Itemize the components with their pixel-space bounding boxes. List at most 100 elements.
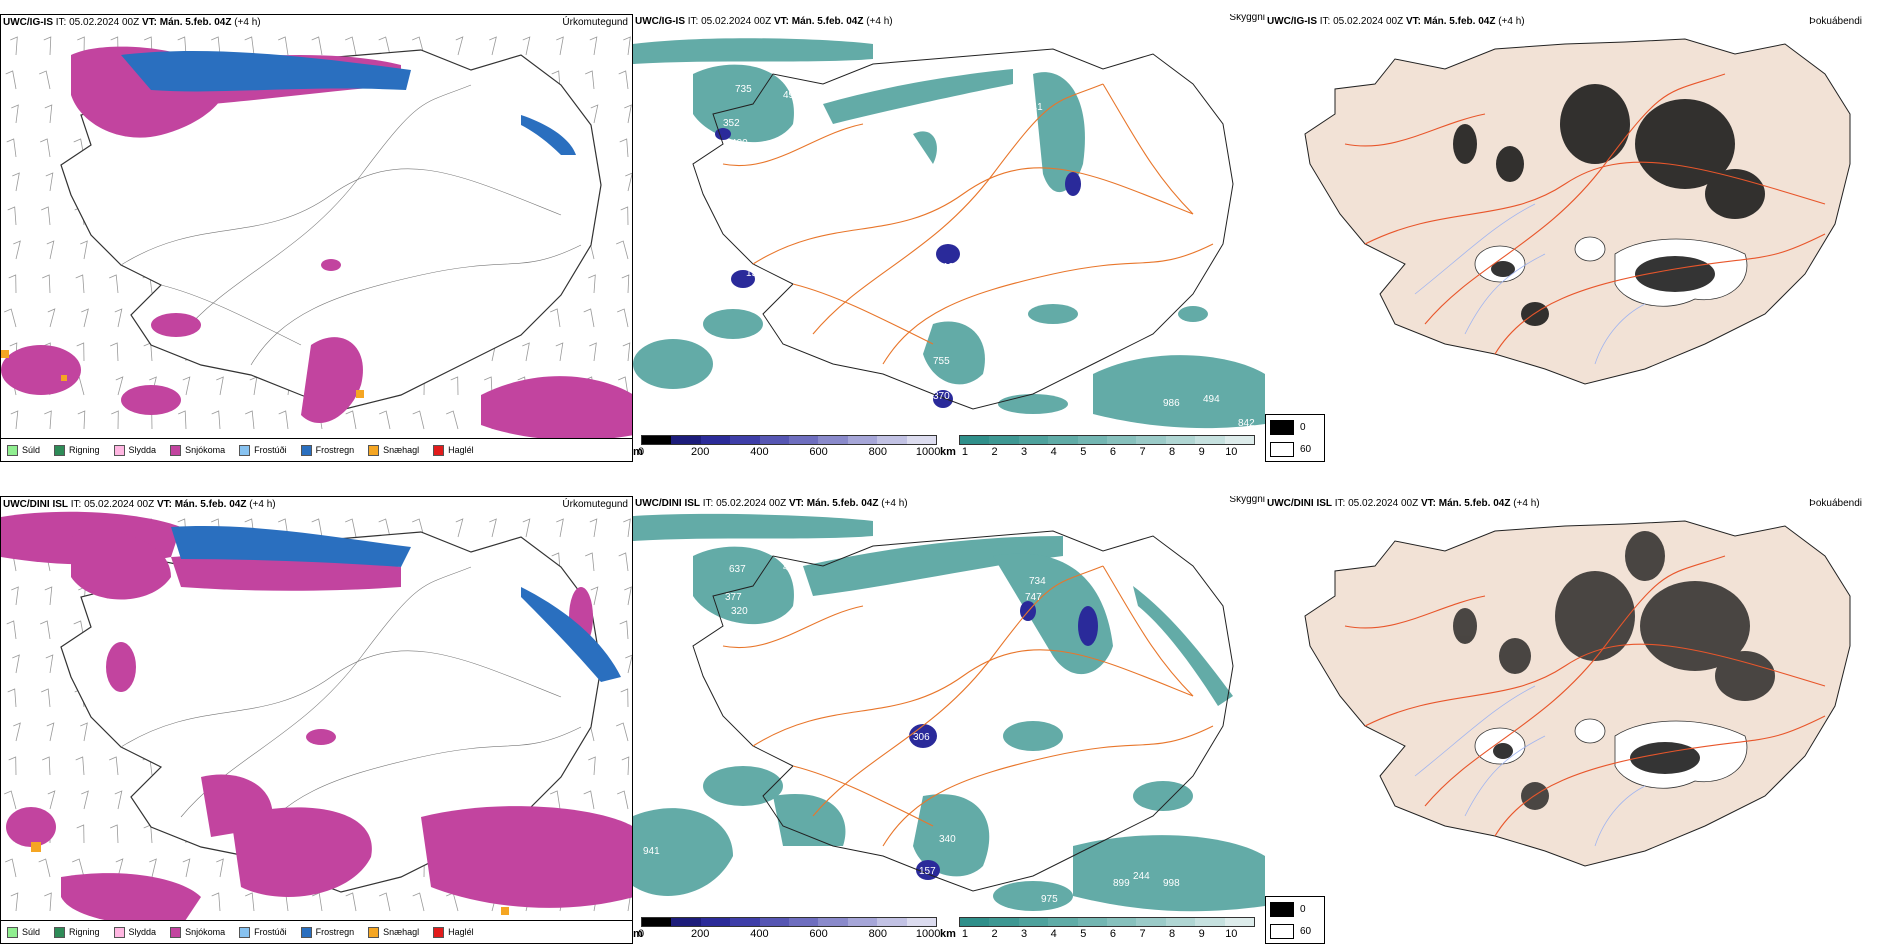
panel-title: Úrkomutegund xyxy=(562,17,628,28)
legend-label: 0 xyxy=(1300,421,1306,433)
legend-swatch xyxy=(300,926,312,938)
tick-label: 400 xyxy=(750,446,769,458)
legend-label: Snjókoma xyxy=(185,445,226,455)
legend-label: Rigning xyxy=(69,927,100,937)
legend-label: Frostúði xyxy=(254,927,287,937)
visibility-label: 152 xyxy=(746,268,763,279)
tick-label: 4 xyxy=(1050,446,1057,458)
tick-label: 2 xyxy=(991,928,998,940)
legend-swatch xyxy=(1270,901,1294,917)
wind-barb xyxy=(489,36,497,56)
legend-swatch xyxy=(433,926,445,938)
vt-value: Mán. 5.feb. 04Z xyxy=(806,498,879,509)
visibility-label: 637 xyxy=(729,564,746,575)
wind-barb xyxy=(589,518,598,538)
wind-barb xyxy=(249,376,258,396)
visibility-value-labels: 735 490 352 400 842 941 113 152 755 370 … xyxy=(723,84,1255,429)
tick-label: 200 xyxy=(691,446,710,458)
wind-barb xyxy=(44,892,52,912)
wind-barb xyxy=(590,586,599,606)
wind-barb xyxy=(620,206,629,226)
fog-legend: 0 60 xyxy=(1265,896,1325,944)
precip-legend: Súld Rigning Slydda Snjókoma Frostúði Fr… xyxy=(1,438,632,461)
it-label: IT: xyxy=(55,17,67,28)
wind-barb xyxy=(244,36,255,56)
freezing-rain-areas xyxy=(171,526,621,682)
tick-label: 10 xyxy=(1225,928,1238,940)
wind-barb xyxy=(618,376,629,396)
wind-barb xyxy=(143,824,153,844)
wind-barb xyxy=(38,858,51,878)
wind-barb xyxy=(618,70,629,90)
wind-barb xyxy=(583,790,595,810)
panel-header: UWC/DINI ISL IT: 05.02.2024 00Z VT: Mán.… xyxy=(635,498,908,509)
visibility-label: 735 xyxy=(735,84,752,95)
wind-barb xyxy=(345,892,357,912)
wind-barb xyxy=(115,376,124,396)
legend-item: Frostregn xyxy=(300,926,354,938)
visibility-label: 450 xyxy=(783,562,800,573)
tick-label: 6 xyxy=(1109,446,1116,458)
fog-panel-row2: UWC/DINI ISL IT: 05.02.2024 00Z VT: Mán.… xyxy=(1265,496,1900,944)
legend-swatch xyxy=(239,926,251,938)
wind-barb xyxy=(75,274,85,294)
wind-barb xyxy=(80,240,88,260)
visibility-label: 998 xyxy=(1163,878,1180,889)
tick-label: 6 xyxy=(1109,928,1116,940)
model-name: UWC/IG-IS xyxy=(3,17,53,28)
wind-barb xyxy=(114,308,123,328)
legend-label: Rigning xyxy=(69,445,100,455)
tick-label: 9 xyxy=(1198,446,1205,458)
visibility-m-colorbar: 0 200 400 600 800 1000 xyxy=(638,435,941,458)
wind-barb xyxy=(216,858,224,878)
vt-label: VT: xyxy=(1405,16,1421,27)
fog-map xyxy=(1304,520,1851,867)
wind-barb xyxy=(81,790,89,810)
colorbar-strip-km xyxy=(959,917,1255,927)
panel-title: Skyggni xyxy=(1229,14,1265,23)
wind-barb xyxy=(620,688,629,708)
visibility-km-colorbar: 1 2 3 4 5 6 7 8 9 10 xyxy=(959,435,1255,458)
fog-legend: 0 60 xyxy=(1265,414,1325,462)
visibility-label: 370 xyxy=(933,391,950,402)
model-name: UWC/DINI ISL xyxy=(635,498,700,509)
visibility-label: 755 xyxy=(933,356,950,367)
wind-barb xyxy=(41,688,51,708)
tick-label: 1000 xyxy=(915,446,941,458)
visibility-label: 986 xyxy=(1163,398,1180,409)
tick-label: 7 xyxy=(1139,446,1146,458)
wind-barb xyxy=(588,274,596,294)
wind-barb xyxy=(75,756,85,776)
lead-time: (+4 h) xyxy=(1513,498,1540,509)
legend-label: Snæhagl xyxy=(383,927,420,937)
wind-barb xyxy=(47,790,56,810)
visibility-label: 113 xyxy=(938,262,954,273)
visibility-map: 735 490 352 400 842 941 113 152 755 370 … xyxy=(633,38,1265,429)
visibility-label: 352 xyxy=(723,118,740,129)
vt-value: Mán. 5.feb. 04Z xyxy=(159,17,232,28)
wind-barb xyxy=(77,410,86,430)
tick-label: 3 xyxy=(1021,446,1028,458)
river-network xyxy=(1414,203,1646,365)
wind-barb xyxy=(44,410,52,430)
wind-barb xyxy=(616,722,629,742)
panel-header: UWC/IG-IS IT: 05.02.2024 00Z VT: Mán. 5.… xyxy=(3,17,261,28)
iceland-outline xyxy=(692,48,1234,410)
visibility-label: 804 xyxy=(1078,416,1095,427)
visibility-label: 975 xyxy=(1041,894,1058,905)
wind-barb xyxy=(450,376,459,396)
it-value: 05.02.2024 00Z xyxy=(84,499,155,510)
wind-barb xyxy=(12,172,20,192)
wind-barb xyxy=(621,756,630,776)
panel-header: UWC/DINI ISL IT: 05.02.2024 00Z VT: Mán.… xyxy=(1267,498,1540,509)
legend-swatch xyxy=(433,444,445,456)
wind-barb xyxy=(623,518,631,538)
wind-barb xyxy=(42,274,51,294)
legend-swatch xyxy=(7,926,18,938)
visibility-label: 320 xyxy=(731,606,748,617)
wind-barb xyxy=(412,892,425,912)
lead-time: (+4 h) xyxy=(1498,16,1525,27)
fog-legend-row: 60 xyxy=(1270,921,1320,941)
wind-barb xyxy=(44,586,53,606)
wind-barb xyxy=(556,518,564,538)
